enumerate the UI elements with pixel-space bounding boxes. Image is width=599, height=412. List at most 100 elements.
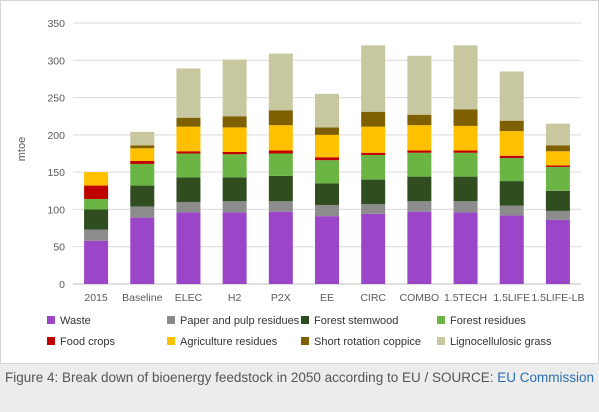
legend-item: Paper and pulp residues <box>167 315 300 327</box>
y-tick-label: 100 <box>47 204 65 216</box>
bar-segment <box>222 127 247 153</box>
bar-segment <box>499 120 524 132</box>
bar-segment <box>130 145 155 149</box>
bar-segment <box>407 176 432 202</box>
bar-segment <box>268 153 293 176</box>
source-link[interactable]: EU Commission <box>497 370 595 385</box>
bar-segment <box>268 150 293 154</box>
bar-segment <box>315 157 339 161</box>
bar-segment <box>361 154 386 180</box>
bar-stack-1-5tech <box>453 45 478 284</box>
bar-segment <box>176 201 201 213</box>
bar-segment <box>499 155 524 158</box>
bar-segment <box>407 152 432 177</box>
y-tick-label: 300 <box>47 55 65 67</box>
x-tick-label: 1.5LIFE <box>493 292 530 304</box>
chart-area: 0 50 100 150 200 250 300 350 2015 Baseline ELEC H2… <box>0 0 599 364</box>
bar-segment <box>453 109 478 126</box>
bar-segment <box>315 183 339 205</box>
bar-stack-p2x <box>268 53 293 284</box>
bar-segment <box>315 204 339 217</box>
bar-segment <box>407 55 432 115</box>
legend-swatch <box>167 337 175 345</box>
bar-segment <box>499 205 524 216</box>
legend-swatch <box>301 337 309 345</box>
x-axis-ticks: 2015 Baseline ELEC H2 P2X EE CIRC COMBO 1.5TECH 1… <box>84 292 584 304</box>
bar-stack-combo <box>407 55 432 284</box>
x-tick-label: 1.5TECH <box>444 292 487 304</box>
bar-segment <box>222 177 247 202</box>
bar-segment <box>176 126 201 152</box>
x-tick-label: H2 <box>228 292 242 304</box>
bar-segment <box>499 215 524 284</box>
bar-segment <box>130 185 155 207</box>
legend-swatch <box>47 337 55 345</box>
bar-segment <box>361 179 386 205</box>
legend-swatch <box>167 316 175 324</box>
bar-segment <box>84 229 109 241</box>
bar-segment <box>222 212 247 284</box>
bar-segment <box>176 68 201 118</box>
bar-segment <box>545 190 570 211</box>
legend-item: Agriculture residues <box>167 336 278 348</box>
bar-stack-1-5life <box>499 71 524 284</box>
x-tick-label: P2X <box>271 292 291 304</box>
bar-stack-2015 <box>84 172 109 284</box>
caption-text: Figure 4: Break down of bioenergy feedst… <box>4 370 498 385</box>
bar-segment <box>453 150 478 153</box>
bar-segment <box>222 59 247 117</box>
bar-segment <box>176 212 201 284</box>
figure-caption: Figure 4: Break down of bioenergy feedst… <box>0 364 599 412</box>
bar-segment <box>84 172 109 186</box>
x-tick-label: COMBO <box>400 292 440 304</box>
legend-item: Waste <box>47 315 91 327</box>
legend-item: Food crops <box>47 336 116 348</box>
bar-segment <box>84 209 109 230</box>
legend-item: Forest stemwood <box>301 315 398 327</box>
bar-segment <box>453 176 478 202</box>
y-tick-label: 250 <box>47 93 65 105</box>
legend-label: Forest stemwood <box>314 315 398 327</box>
bar-segment <box>499 157 524 182</box>
bar-segment <box>315 134 339 158</box>
bar-segment <box>84 198 109 210</box>
bar-segment <box>545 166 570 191</box>
legend-label: Food crops <box>60 336 116 348</box>
bar-segment <box>130 206 155 218</box>
x-tick-label: ELEC <box>175 292 203 304</box>
bar-stack-baseline <box>130 131 155 284</box>
legend-item: Lignocellulosic grass <box>437 336 552 348</box>
bar-segment <box>315 216 339 284</box>
bar-segment <box>361 111 386 127</box>
x-tick-label: 2015 <box>84 292 108 304</box>
bar-segment <box>315 127 339 135</box>
bar-segment <box>268 125 293 151</box>
bar-segment <box>361 126 386 153</box>
bar-segment <box>361 204 386 214</box>
bar-stack-1-5life-lb <box>545 123 570 284</box>
bar-segment <box>453 212 478 284</box>
bar-segment <box>130 160 155 164</box>
bar-segment <box>361 152 386 155</box>
bar-segment <box>545 219 570 284</box>
bar-segment <box>545 165 570 167</box>
x-tick-label: EE <box>320 292 334 304</box>
bar-segment <box>315 93 339 128</box>
y-tick-label: 350 <box>47 18 65 30</box>
legend-label: Paper and pulp residues <box>180 315 300 327</box>
bar-segment <box>453 45 478 110</box>
x-tick-label: 1.5LIFE-LB <box>531 292 584 304</box>
y-tick-label: 150 <box>47 167 65 179</box>
bar-segment <box>545 145 570 152</box>
bar-segment <box>176 153 201 178</box>
y-axis-ticks: 0 50 100 150 200 250 300 350 <box>47 18 65 291</box>
y-tick-label: 0 <box>59 279 65 291</box>
y-tick-label: 50 <box>53 242 65 254</box>
legend-label: Forest residues <box>450 315 526 327</box>
bar-segment <box>499 181 524 206</box>
bar-segment <box>268 211 293 284</box>
bar-segment <box>453 125 478 151</box>
bar-segment <box>453 201 478 213</box>
bar-segment <box>407 150 432 153</box>
